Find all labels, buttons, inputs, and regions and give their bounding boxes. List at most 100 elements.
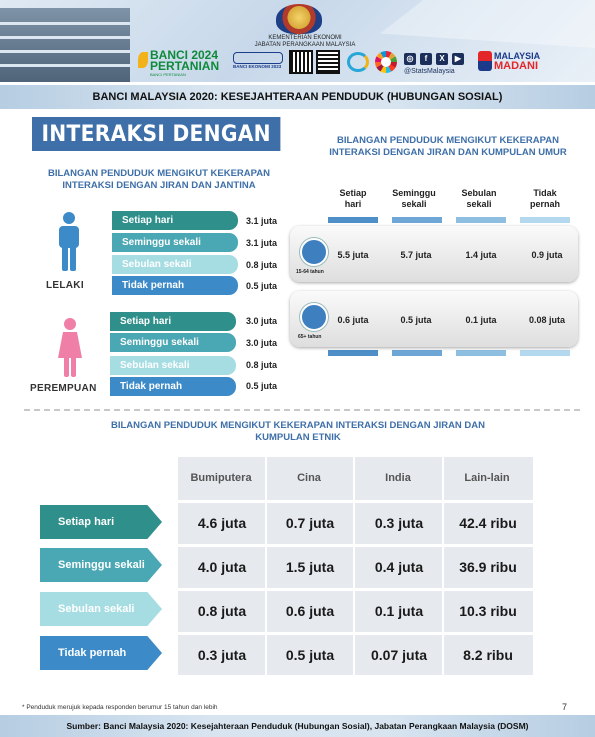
- building-floor: [0, 22, 130, 25]
- female-figure-icon: [58, 318, 82, 377]
- gender-section-heading: BILANGAN PENDUDUK MENGIKUT KEKERAPAN INT…: [47, 168, 271, 191]
- female-setiap-hari-bar: Setiap hari: [110, 312, 236, 331]
- instagram-icon[interactable]: ◎: [404, 53, 416, 65]
- age-value: 0.08 juta: [528, 315, 566, 325]
- age-col-stripe: [520, 350, 570, 356]
- age-value: 5.7 juta: [400, 250, 432, 260]
- age-col-stripe: [520, 217, 570, 223]
- column-header-india: India: [385, 472, 411, 484]
- age-card-15-64: [290, 226, 578, 282]
- table-cell: 1.5 juta: [285, 559, 335, 575]
- column-header-cina: Cina: [297, 472, 321, 484]
- madani-logo-icon: [478, 51, 492, 71]
- col-line: hari: [344, 199, 362, 209]
- row-label-tidak-pernah: Tidak pernah: [40, 636, 162, 670]
- table-divider: [353, 457, 355, 675]
- table-cell: 0.3 juta: [374, 515, 424, 531]
- table-cell: 0.6 juta: [285, 603, 335, 619]
- qr-code-icon[interactable]: [289, 50, 313, 74]
- col-line: pernah: [529, 199, 560, 209]
- building-floor: [0, 50, 130, 53]
- male-label: LELAKI: [46, 280, 84, 291]
- building-floor: [0, 64, 130, 67]
- male-tidak-pernah-value: 0.5 juta: [246, 281, 278, 291]
- banci-ekonomi-mark-icon: [233, 52, 283, 64]
- page-number: 7: [562, 702, 568, 712]
- facebook-icon[interactable]: f: [420, 53, 432, 65]
- elderly-people-icon: [300, 303, 328, 331]
- department-line: JABATAN PERANGKAAN MALAYSIA: [254, 42, 356, 48]
- ministry-line: KEMENTERIAN EKONOMI: [268, 35, 342, 41]
- age-col-stripe: [456, 350, 506, 356]
- table-divider: [178, 544, 533, 547]
- col-line: Seminggu: [392, 188, 436, 198]
- age-label: 65+ tahun: [298, 334, 322, 340]
- qr-code-icon[interactable]: [316, 50, 340, 74]
- table-divider: [442, 457, 444, 675]
- ethnic-table: [178, 457, 533, 675]
- coat-of-arms-icon: [276, 4, 322, 34]
- table-cell: 0.1 juta: [374, 603, 424, 619]
- table-cell: 8.2 ribu: [463, 647, 513, 663]
- stats-handle[interactable]: @StatsMalaysia: [404, 68, 455, 75]
- age-value: 1.4 juta: [465, 250, 497, 260]
- table-cell: 4.0 juta: [197, 559, 247, 575]
- ministry-name: KEMENTERIAN EKONOMI JABATAN PERANGKAAN M…: [250, 35, 360, 49]
- building-floor: [0, 36, 130, 39]
- ethnic-section-heading: BILANGAN PENDUDUK MENGIKUT KEKERAPAN INT…: [40, 420, 556, 444]
- male-tidak-pernah-bar: Tidak pernah: [112, 276, 238, 295]
- table-cell: 4.6 juta: [197, 515, 247, 531]
- banci-pertanian-logo: BANCI 2024 PERTANIAN BANCI PERTANIAN: [150, 48, 242, 78]
- table-divider: [265, 457, 267, 675]
- age-value: 0.9 juta: [531, 250, 563, 260]
- col-line: Setiap: [339, 188, 367, 198]
- age-col-stripe: [328, 217, 378, 223]
- banci-pertanian-leaf-icon: [138, 52, 148, 68]
- banci-ekonomi-label: BANCI EKONOMI 2023: [233, 64, 282, 69]
- madani-line1: MALAYSIA: [494, 51, 541, 61]
- madani-line2: MADANI: [494, 60, 538, 72]
- section-divider: [24, 409, 580, 411]
- table-cell: 0.3 juta: [197, 647, 247, 663]
- malaysia-madani-logo: MALAYSIA MADANI: [494, 51, 541, 72]
- age-value: 5.5 juta: [337, 250, 369, 260]
- table-cell: 42.4 ribu: [459, 515, 517, 531]
- male-sebulan-sekali-value: 0.8 juta: [246, 260, 278, 270]
- male-sebulan-sekali-bar: Sebulan sekali: [112, 255, 238, 274]
- male-seminggu-sekali-value: 3.1 juta: [246, 238, 278, 248]
- age-value: 0.5 juta: [400, 315, 432, 325]
- row-label-sebulan-sekali: Sebulan sekali: [40, 592, 162, 626]
- male-setiap-hari-value: 3.1 juta: [246, 216, 278, 226]
- age-value: 0.1 juta: [465, 315, 497, 325]
- table-cell: 0.5 juta: [285, 647, 335, 663]
- male-figure-icon: [59, 212, 79, 271]
- row-label-seminggu-sekali: Seminggu sekali: [40, 548, 162, 582]
- banci-pertanian-line1: BANCI 2024: [150, 48, 219, 62]
- male-seminggu-sekali-bar: Seminggu sekali: [112, 233, 238, 252]
- table-divider: [178, 588, 533, 591]
- age-section-heading: BILANGAN PENDUDUK MENGIKUT KEKERAPAN INT…: [329, 135, 567, 158]
- banci-pertanian-line2: PERTANIAN: [150, 59, 220, 73]
- age-col-stripe: [328, 350, 378, 356]
- youtube-icon[interactable]: ▶: [452, 53, 464, 65]
- column-header-lain-lain: Lain-lain: [464, 472, 510, 484]
- age-card-65-plus: [290, 291, 578, 347]
- heading-line: BILANGAN PENDUDUK MENGIKUT KEKERAPAN INT…: [110, 420, 486, 431]
- female-setiap-hari-value: 3.0 juta: [246, 316, 278, 326]
- col-line: sekali: [401, 199, 427, 209]
- source-line: Sumber: Banci Malaysia 2020: Kesejahtera…: [0, 715, 595, 737]
- banci-pertanian-tagline: BANCI PERTANIAN: [150, 72, 186, 77]
- report-banner: BANCI MALAYSIA 2020: KESEJAHTERAAN PENDU…: [0, 85, 595, 109]
- sdg-wheel-icon: [375, 51, 397, 73]
- age-value: 0.6 juta: [337, 315, 369, 325]
- col-line: sekali: [466, 199, 492, 209]
- x-icon[interactable]: X: [436, 53, 448, 65]
- header-decoration: [380, 0, 595, 48]
- age-col-stripe: [392, 350, 442, 356]
- female-label: PEREMPUAN: [30, 383, 97, 394]
- footnote: * Penduduk merujuk kepada responden beru…: [22, 704, 218, 711]
- column-header-bumiputera: Bumiputera: [190, 472, 252, 484]
- age-col-setiap-hari: Setiap hari: [328, 188, 378, 210]
- col-line: Tidak: [533, 188, 557, 198]
- age-col-stripe: [392, 217, 442, 223]
